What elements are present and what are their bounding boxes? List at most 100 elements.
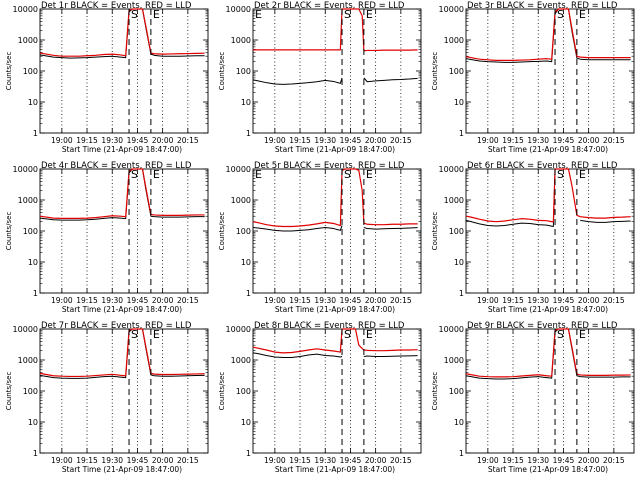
y-tick-label: 100 bbox=[449, 227, 464, 236]
x-axis-label: Start Time (21-Apr-09 18:47:00) bbox=[275, 465, 395, 474]
y-tick-label: 10000 bbox=[226, 5, 251, 14]
x-tick-label: 20:00 bbox=[578, 456, 600, 465]
x-tick-label: 19:15 bbox=[289, 456, 311, 465]
series-line-events bbox=[39, 168, 205, 221]
x-tick-label: 20:00 bbox=[365, 136, 387, 145]
y-tick-label: 10000 bbox=[13, 325, 38, 334]
series-line-events bbox=[465, 170, 631, 227]
plot-frame bbox=[465, 168, 635, 294]
x-tick-label: 19:00 bbox=[51, 136, 73, 145]
x-axis-label: Start Time (21-Apr-09 18:47:00) bbox=[62, 465, 182, 474]
x-tick-label: 19:30 bbox=[527, 296, 549, 305]
x-tick-label: 19:30 bbox=[101, 136, 123, 145]
x-tick-label: 19:30 bbox=[314, 456, 336, 465]
x-tick-label: 19:45 bbox=[553, 136, 575, 145]
y-tick-label: 10 bbox=[241, 98, 251, 107]
plot-frame bbox=[465, 328, 635, 454]
marker-label: E bbox=[255, 168, 262, 181]
y-axis-label: Counts/sec bbox=[218, 212, 226, 251]
series-line-events bbox=[465, 8, 631, 63]
y-tick-label: 1000 bbox=[18, 196, 38, 205]
y-tick-label: 1000 bbox=[444, 36, 464, 45]
y-tick-label: 1000 bbox=[231, 356, 251, 365]
x-tick-label: 19:00 bbox=[477, 456, 499, 465]
y-tick-label: 10000 bbox=[439, 325, 464, 334]
chart-title: Det 2r BLACK = Events, RED = LLD bbox=[254, 1, 405, 11]
x-tick-label: 19:30 bbox=[527, 136, 549, 145]
marker-label: E bbox=[366, 328, 373, 341]
y-tick-label: 100 bbox=[23, 227, 38, 236]
x-tick-label: 19:45 bbox=[127, 456, 149, 465]
series-line-events bbox=[39, 328, 205, 379]
y-tick-label: 100 bbox=[236, 227, 251, 236]
y-tick-label: 100 bbox=[449, 387, 464, 396]
x-tick-label: 20:15 bbox=[177, 296, 199, 305]
y-tick-label: 10000 bbox=[13, 5, 38, 14]
plot-frame bbox=[39, 8, 209, 134]
chart-title: Det 5r BLACK = Events, RED = LLD bbox=[254, 161, 405, 171]
chart-title: Det 9r BLACK = Events, RED = LLD bbox=[467, 321, 618, 331]
y-tick-label: 1000 bbox=[444, 356, 464, 365]
chart-panel-9: Det 9r BLACK = Events, RED = LLD 1 10 100 10… bbox=[431, 321, 635, 474]
x-tick-label: 19:45 bbox=[127, 136, 149, 145]
series-line-events bbox=[465, 328, 631, 380]
x-tick-label: 19:30 bbox=[314, 136, 336, 145]
x-tick-label: 19:00 bbox=[264, 296, 286, 305]
chart-title: Det 4r BLACK = Events, RED = LLD bbox=[41, 161, 192, 171]
x-tick-label: 19:15 bbox=[289, 296, 311, 305]
y-tick-label: 1 bbox=[33, 289, 38, 298]
marker-label: S bbox=[131, 328, 138, 341]
x-axis-label: Start Time (21-Apr-09 18:47:00) bbox=[275, 145, 395, 154]
plot-frame bbox=[252, 8, 422, 134]
x-axis-label: Start Time (21-Apr-09 18:47:00) bbox=[488, 305, 608, 314]
marker-label: E bbox=[366, 8, 373, 21]
chart-title: Det 6r BLACK = Events, RED = LLD bbox=[467, 161, 618, 171]
y-tick-label: 1 bbox=[246, 449, 251, 458]
x-tick-label: 20:15 bbox=[603, 136, 625, 145]
y-tick-label: 1 bbox=[33, 449, 38, 458]
marker-label: E bbox=[153, 8, 160, 21]
chart-panel-5: Det 5r BLACK = Events, RED = LLD 1 10 100 10… bbox=[218, 161, 422, 314]
chart-panel-3: Det 3r BLACK = Events, RED = LLD 1 10 100 10… bbox=[431, 1, 635, 154]
y-tick-label: 100 bbox=[23, 67, 38, 76]
x-tick-label: 19:15 bbox=[76, 296, 98, 305]
x-tick-label: 19:45 bbox=[553, 456, 575, 465]
marker-label: E bbox=[579, 328, 586, 341]
y-tick-label: 1 bbox=[33, 129, 38, 138]
series-line-events bbox=[252, 225, 418, 232]
x-tick-label: 20:15 bbox=[390, 296, 412, 305]
chart-panel-8: Det 8r BLACK = Events, RED = LLD 1 10 100 10… bbox=[218, 321, 422, 474]
chart-title: Det 7r BLACK = Events, RED = LLD bbox=[41, 321, 192, 331]
x-tick-label: 20:00 bbox=[152, 456, 174, 465]
y-tick-label: 100 bbox=[236, 67, 251, 76]
marker-label: E bbox=[153, 328, 160, 341]
y-tick-label: 10000 bbox=[226, 325, 251, 334]
x-tick-label: 19:00 bbox=[264, 136, 286, 145]
y-tick-label: 1 bbox=[459, 129, 464, 138]
plot-frame bbox=[39, 328, 209, 454]
chart-panel-2: Det 2r BLACK = Events, RED = LLD 1 10 100 10… bbox=[218, 1, 422, 154]
marker-label: E bbox=[255, 8, 262, 21]
y-tick-label: 10000 bbox=[439, 5, 464, 14]
series-line-lld bbox=[39, 168, 205, 219]
marker-label: S bbox=[344, 168, 351, 181]
y-tick-label: 100 bbox=[449, 67, 464, 76]
marker-label: S bbox=[557, 168, 564, 181]
x-tick-label: 20:00 bbox=[152, 296, 174, 305]
x-tick-label: 19:00 bbox=[264, 456, 286, 465]
series-line-events bbox=[252, 77, 418, 85]
x-axis-label: Start Time (21-Apr-09 18:47:00) bbox=[275, 305, 395, 314]
x-tick-label: 19:30 bbox=[314, 296, 336, 305]
y-tick-label: 1000 bbox=[231, 36, 251, 45]
x-tick-label: 20:00 bbox=[365, 296, 387, 305]
x-axis-label: Start Time (21-Apr-09 18:47:00) bbox=[488, 145, 608, 154]
x-axis-label: Start Time (21-Apr-09 18:47:00) bbox=[488, 465, 608, 474]
series-line-lld bbox=[252, 168, 418, 228]
series-line-lld bbox=[39, 328, 205, 378]
x-tick-label: 20:15 bbox=[390, 456, 412, 465]
series-line-lld bbox=[253, 8, 418, 52]
x-tick-label: 19:30 bbox=[527, 456, 549, 465]
marker-label: S bbox=[344, 8, 351, 21]
series-line-lld bbox=[465, 328, 631, 378]
y-tick-label: 10000 bbox=[226, 165, 251, 174]
